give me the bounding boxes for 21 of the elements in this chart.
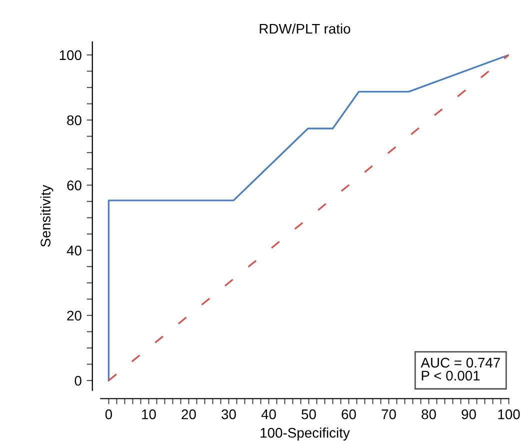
y-axis-title: Sensitivity [40,184,54,247]
y-tick-label: 100 [60,50,82,60]
x-tick-label: 0 [105,409,112,420]
x-tick-label: 60 [342,409,356,420]
x-tick-label: 10 [142,409,156,420]
y-tick-label: 0 [74,376,82,386]
annotation: AUC = 0.747 P < 0.001 [420,358,500,381]
y-tick-label: 20 [67,310,82,321]
x-tick-label: 80 [422,409,436,420]
x-tick-label: 70 [382,409,396,420]
chart-title: RDW/PLT ratio [260,23,350,34]
x-tick-label: 50 [302,409,316,420]
x-tick-label: 20 [182,409,196,420]
x-axis-title: 100-Specificity [260,428,350,440]
y-tick-label: 60 [67,180,82,190]
x-tick-label: 90 [462,409,476,420]
x-tick-label: 100 [498,409,520,420]
y-tick-label: 80 [67,115,82,126]
x-tick-label: 30 [222,409,236,420]
x-tick-label: 40 [261,409,276,420]
y-tick-label: 40 [66,246,82,256]
